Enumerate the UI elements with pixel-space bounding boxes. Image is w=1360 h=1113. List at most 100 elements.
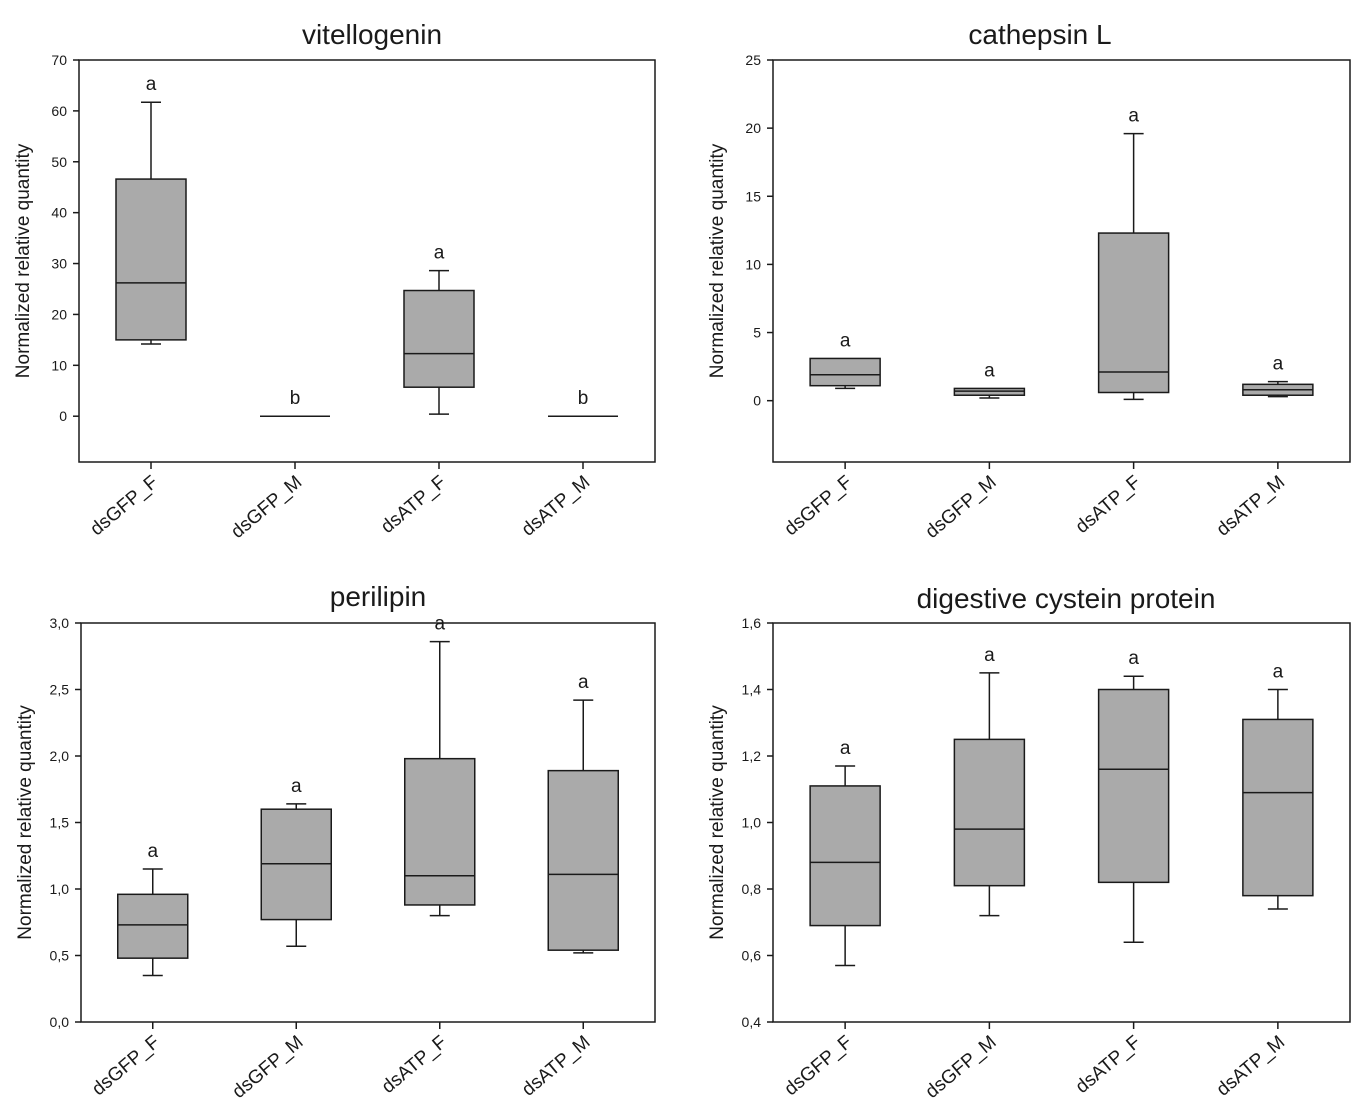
x-tick-label: dsATP_F — [1072, 472, 1145, 538]
x-tick-label: dsGFP_M — [922, 472, 1001, 543]
x-tick-label: dsATP_M — [1213, 1032, 1289, 1101]
significance-letter: a — [840, 330, 851, 351]
box-dsGFP_F: a — [117, 841, 189, 977]
y-tick-label: 60 — [51, 103, 67, 119]
box-dsGFP_M: a — [260, 776, 332, 947]
y-tick-label: 20 — [51, 306, 67, 322]
y-tick-label: 2,5 — [50, 682, 70, 698]
chart-title: digestive cystein protein — [917, 583, 1216, 614]
y-tick-label: 50 — [51, 154, 67, 170]
y-tick-label: 20 — [745, 120, 761, 136]
y-axis-label: Normalized relative quantity — [707, 143, 728, 378]
iqr-box — [1242, 718, 1314, 897]
y-tick-label: 1,6 — [742, 615, 762, 631]
y-tick-label: 70 — [51, 52, 67, 68]
y-tick-label: 3,0 — [50, 615, 70, 631]
y-axis-label: Normalized relative quantity — [707, 705, 728, 940]
y-tick-label: 25 — [745, 52, 761, 68]
significance-letter: a — [1128, 648, 1139, 669]
x-tick-label: dsATP_F — [1072, 1032, 1145, 1098]
y-tick-label: 1,5 — [50, 815, 70, 831]
iqr-box — [547, 769, 619, 951]
significance-letter: a — [291, 776, 302, 797]
x-tick-label: dsATP_M — [1213, 472, 1289, 541]
chart-title: perilipin — [330, 581, 427, 612]
chart-title: vitellogenin — [302, 19, 442, 50]
y-tick-label: 0,0 — [50, 1014, 70, 1030]
y-tick-label: 1,2 — [742, 748, 762, 764]
iqr-box — [404, 757, 476, 906]
y-axis-label: Normalized relative quantity — [13, 143, 34, 378]
chart-panel-4: digestive cystein protein Normalized rela… — [707, 583, 1351, 1103]
significance-letter: a — [1128, 106, 1139, 127]
x-tick-label: dsGFP_M — [922, 1032, 1001, 1103]
x-tick-label: dsATP_F — [378, 1032, 451, 1098]
x-tick-label: dsGFP_M — [228, 1032, 307, 1103]
box-dsGFP_M: a — [953, 360, 1026, 399]
significance-letter: a — [984, 645, 995, 666]
y-tick-label: 2,0 — [50, 748, 70, 764]
y-tick-label: 0,6 — [742, 948, 762, 964]
y-tick-label: 0,8 — [742, 881, 762, 897]
y-tick-label: 10 — [745, 256, 761, 272]
x-tick-label: dsGFP_F — [781, 472, 857, 540]
iqr-box — [115, 178, 187, 341]
y-tick-label: 15 — [745, 188, 761, 204]
chart-panel-1: vitellogenin Normalized relative quantity… — [13, 19, 656, 543]
plot-frame — [772, 59, 1351, 463]
box-dsGFP_M: a — [953, 645, 1026, 917]
significance-letter: b — [290, 388, 301, 409]
x-tick-label: dsGFP_F — [781, 1032, 857, 1100]
chart-panel-3: perilipin Normalized relative quantity 0,0… — [15, 581, 656, 1103]
y-tick-label: 1,0 — [742, 815, 762, 831]
chart-title: cathepsin L — [968, 19, 1111, 50]
box-dsATP_F: a — [404, 614, 476, 917]
chart-panel-2: cathepsin L Normalized relative quantity 0… — [707, 19, 1351, 543]
iqr-box — [809, 357, 881, 387]
y-tick-label: 1,0 — [50, 881, 70, 897]
y-tick-label: 40 — [51, 205, 67, 221]
y-tick-label: 0 — [59, 408, 67, 424]
x-tick-label: dsGFP_F — [88, 1032, 164, 1100]
x-tick-label: dsATP_M — [518, 472, 594, 541]
box-dsATP_F: a — [1097, 648, 1170, 943]
box-dsATP_F: a — [403, 243, 475, 415]
y-tick-label: 0,4 — [742, 1014, 762, 1030]
box-dsGFP_F: a — [115, 74, 187, 345]
iqr-box — [1097, 688, 1170, 884]
box-dsGFP_M: b — [260, 388, 330, 417]
significance-letter: a — [1273, 662, 1284, 683]
iqr-box — [1097, 232, 1170, 394]
significance-letter: a — [146, 74, 157, 95]
significance-letter: a — [434, 614, 445, 635]
significance-letter: a — [840, 738, 851, 759]
box-dsATP_M: a — [1242, 354, 1314, 398]
box-dsATP_M: a — [1242, 662, 1314, 910]
significance-letter: a — [147, 841, 158, 862]
box-dsATP_M: b — [548, 388, 618, 417]
significance-letter: a — [1273, 354, 1284, 375]
significance-letter: a — [578, 672, 589, 693]
y-tick-label: 30 — [51, 256, 67, 272]
y-tick-label: 10 — [51, 357, 67, 373]
y-tick-label: 0,5 — [50, 948, 70, 964]
x-tick-label: dsGFP_F — [86, 472, 162, 540]
box-dsGFP_F: a — [809, 738, 881, 967]
box-dsATP_F: a — [1097, 106, 1170, 401]
significance-letter: a — [434, 243, 445, 264]
box-dsGFP_F: a — [809, 330, 881, 390]
iqr-box — [809, 785, 881, 927]
iqr-box — [117, 893, 189, 959]
iqr-box — [403, 289, 475, 388]
x-tick-label: dsATP_F — [377, 472, 450, 538]
y-axis-label: Normalized relative quantity — [15, 705, 36, 940]
y-tick-label: 0 — [753, 393, 761, 409]
y-tick-label: 1,4 — [742, 682, 762, 698]
y-tick-label: 5 — [753, 325, 761, 341]
x-tick-label: dsGFP_M — [227, 472, 306, 543]
plot-frame — [78, 59, 656, 463]
box-dsATP_M: a — [547, 672, 619, 954]
significance-letter: a — [984, 360, 995, 381]
iqr-box — [953, 738, 1026, 887]
